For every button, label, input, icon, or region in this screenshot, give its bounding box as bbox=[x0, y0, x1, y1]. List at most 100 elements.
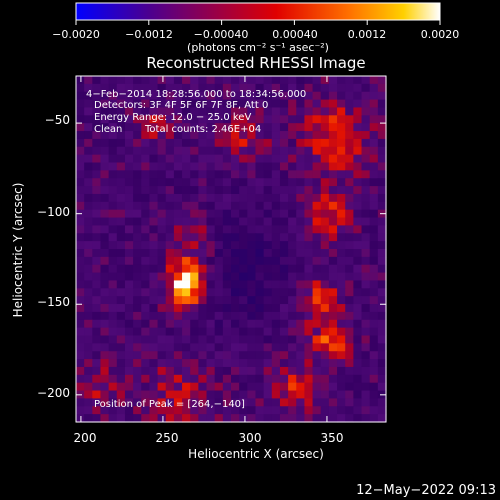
heatmap-cell bbox=[198, 99, 208, 109]
heatmap-cell bbox=[304, 178, 314, 187]
heatmap-cell bbox=[116, 91, 126, 101]
heatmap-cell bbox=[288, 296, 297, 305]
heatmap-cell bbox=[76, 138, 85, 148]
heatmap-cell bbox=[369, 241, 379, 250]
heatmap-cell bbox=[337, 241, 346, 250]
heatmap-cell bbox=[263, 138, 273, 148]
heatmap-cell bbox=[84, 296, 93, 305]
heatmap-cell bbox=[124, 131, 134, 140]
heatmap-cell bbox=[214, 186, 224, 195]
heatmap-cell bbox=[190, 154, 199, 164]
heatmap-cell bbox=[149, 201, 159, 211]
heatmap-cell bbox=[198, 107, 208, 116]
heatmap-cell bbox=[124, 359, 134, 368]
heatmap-cell bbox=[231, 296, 240, 305]
heatmap-cell bbox=[312, 146, 322, 156]
heatmap-cell bbox=[198, 382, 208, 392]
heatmap-cell bbox=[206, 138, 216, 148]
heatmap-cell bbox=[214, 162, 224, 171]
heatmap-cell bbox=[84, 83, 93, 93]
heatmap-cell bbox=[84, 398, 93, 407]
heatmap-cell bbox=[206, 359, 216, 368]
heatmap-cell bbox=[345, 327, 354, 337]
heatmap-cell bbox=[92, 131, 102, 140]
heatmap-cell bbox=[100, 366, 110, 376]
heatmap-cell bbox=[190, 178, 199, 187]
heatmap-cell bbox=[108, 115, 118, 124]
heatmap-cell bbox=[320, 359, 330, 368]
heatmap-cell bbox=[198, 414, 208, 423]
heatmap-cell bbox=[149, 186, 159, 195]
heatmap-cell bbox=[133, 406, 142, 415]
heatmap-cell bbox=[296, 382, 306, 392]
heatmap-cell bbox=[247, 335, 257, 344]
heatmap-cell bbox=[100, 76, 110, 85]
heatmap-cell bbox=[369, 170, 379, 179]
heatmap-cell bbox=[279, 335, 289, 344]
heatmap-cell bbox=[206, 327, 216, 337]
heatmap-cell bbox=[288, 83, 297, 93]
heatmap-cell bbox=[288, 414, 297, 423]
heatmap-cell bbox=[165, 162, 175, 171]
heatmap-cell bbox=[239, 256, 248, 266]
heatmap-cell bbox=[116, 366, 126, 376]
time-range-annotation: 4−Feb−2014 18:28:56.000 to 18:34:56.000 bbox=[86, 89, 306, 100]
heatmap-cell bbox=[76, 319, 85, 329]
heatmap-cell bbox=[92, 154, 102, 164]
heatmap-cell bbox=[76, 366, 85, 376]
heatmap-cell bbox=[337, 351, 346, 360]
heatmap-cell bbox=[182, 138, 191, 148]
heatmap-cell bbox=[165, 123, 175, 132]
heatmap-cell bbox=[288, 390, 297, 400]
colorbar-tick-label: −0.0012 bbox=[125, 28, 173, 41]
heatmap-cell bbox=[345, 209, 354, 219]
heatmap-cell bbox=[288, 311, 297, 321]
heatmap-cell bbox=[198, 138, 208, 148]
heatmap-cell bbox=[353, 170, 363, 179]
heatmap-cell bbox=[124, 154, 134, 164]
heatmap-cell bbox=[214, 193, 224, 203]
heatmap-cell bbox=[182, 162, 191, 171]
heatmap-cell bbox=[182, 327, 191, 337]
heatmap-cell bbox=[255, 249, 265, 258]
heatmap-cell bbox=[263, 366, 273, 376]
heatmap-cell bbox=[296, 209, 306, 219]
heatmap-cell bbox=[288, 233, 297, 242]
heatmap-cell bbox=[157, 359, 167, 368]
heatmap-cell bbox=[279, 225, 289, 234]
heatmap-cell bbox=[108, 256, 118, 266]
heatmap-cell bbox=[190, 91, 199, 101]
heatmap-cell bbox=[263, 343, 273, 352]
heatmap-cell bbox=[239, 241, 248, 250]
heatmap-cell bbox=[296, 138, 306, 148]
heatmap-cell bbox=[198, 83, 208, 93]
heatmap-cell bbox=[247, 138, 257, 148]
heatmap-cell bbox=[76, 304, 85, 313]
heatmap-cell bbox=[173, 131, 183, 140]
heatmap-cell bbox=[231, 327, 240, 337]
heatmap-cell bbox=[206, 76, 216, 85]
heatmap-cell bbox=[263, 374, 273, 384]
heatmap-cell bbox=[328, 115, 338, 124]
heatmap-cell bbox=[173, 241, 183, 250]
heatmap-cell bbox=[214, 91, 224, 101]
heatmap-cell bbox=[173, 288, 183, 297]
heatmap-cell bbox=[222, 390, 232, 400]
heatmap-cell bbox=[173, 162, 183, 171]
heatmap-cell bbox=[84, 225, 93, 234]
heatmap-cell bbox=[108, 146, 118, 156]
heatmap-cell bbox=[149, 359, 159, 368]
heatmap-cell bbox=[92, 382, 102, 392]
heatmap-cell bbox=[206, 193, 216, 203]
heatmap-cell bbox=[304, 186, 314, 195]
heatmap-cell bbox=[141, 366, 151, 376]
heatmap-cell bbox=[190, 162, 199, 171]
heatmap-cell bbox=[296, 359, 306, 368]
heatmap-cell bbox=[353, 138, 363, 148]
heatmap-cell bbox=[369, 296, 379, 305]
heatmap-cell bbox=[320, 272, 330, 282]
heatmap-cell bbox=[361, 374, 371, 384]
heatmap-cell bbox=[214, 249, 224, 258]
heatmap-cell bbox=[133, 414, 142, 423]
heatmap-cell bbox=[361, 311, 371, 321]
